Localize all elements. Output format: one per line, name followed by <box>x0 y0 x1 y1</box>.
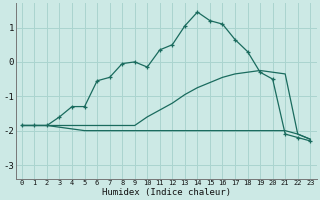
X-axis label: Humidex (Indice chaleur): Humidex (Indice chaleur) <box>101 188 231 197</box>
